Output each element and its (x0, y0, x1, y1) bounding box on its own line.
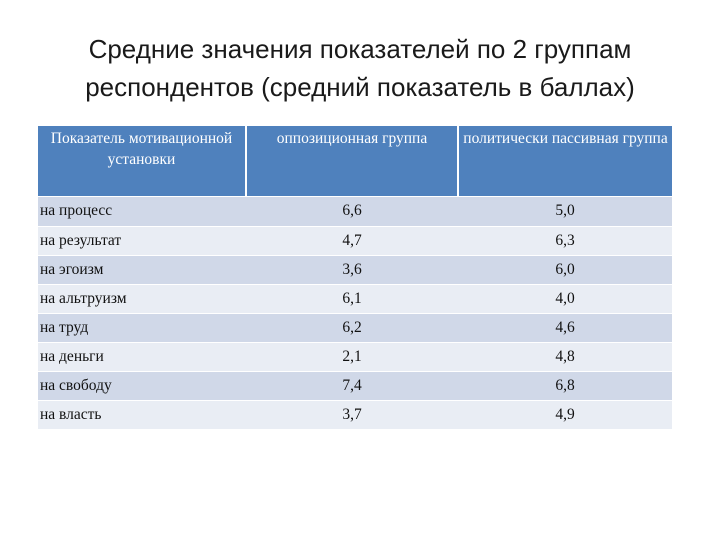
table-row: на результат 4,7 6,3 (38, 225, 672, 255)
row-label: на труд (38, 312, 246, 342)
row-label: на свободу (38, 370, 246, 400)
passive-value: 6,8 (458, 370, 672, 400)
passive-value: 4,0 (458, 283, 672, 313)
title-line-1: Средние значения показателей по 2 группа… (88, 34, 632, 64)
opposition-value: 6,1 (246, 283, 458, 313)
table-row: на власть 3,7 4,9 (38, 399, 672, 429)
table-row: на процесс 6,6 5,0 (38, 195, 672, 226)
passive-value: 5,0 (458, 195, 672, 226)
header-indicator-text: Показатель мотивационной установки (50, 130, 233, 168)
table-row: на труд 6,2 4,6 (38, 312, 672, 342)
row-label: на альтруизм (38, 283, 246, 313)
opposition-value: 6,2 (246, 312, 458, 342)
table-row: на свободу 7,4 6,8 (38, 370, 672, 400)
table-row: на альтруизм 6,1 4,0 (38, 283, 672, 313)
header-passive-text: политически пассивная группа (463, 130, 668, 147)
opposition-value: 4,7 (246, 225, 458, 255)
row-label: на результат (38, 225, 246, 255)
opposition-value: 6,6 (246, 195, 458, 226)
slide-title: Средние значения показателей по 2 группа… (20, 30, 700, 106)
row-label: на процесс (38, 195, 246, 226)
table-body: на процесс 6,6 5,0 на результат 4,7 6,3 на эго… (38, 195, 672, 429)
header-indicator: Показатель мотивационной установки (38, 126, 247, 196)
opposition-value: 2,1 (246, 341, 458, 371)
opposition-value: 3,7 (246, 399, 458, 429)
row-label: на деньги (38, 341, 246, 371)
data-table: Показатель мотивационной установки оппоз… (38, 126, 672, 429)
row-label: на эгоизм (38, 254, 246, 284)
header-opposition-text: оппозиционная группа (276, 130, 428, 147)
header-passive: политически пассивная группа (458, 126, 672, 196)
table-row: на деньги 2,1 4,8 (38, 341, 672, 371)
passive-value: 4,9 (458, 399, 672, 429)
passive-value: 6,3 (458, 225, 672, 255)
passive-value: 4,6 (458, 312, 672, 342)
header-opposition: оппозиционная группа (246, 126, 459, 196)
table-row: на эгоизм 3,6 6,0 (38, 254, 672, 284)
row-label: на власть (38, 399, 246, 429)
table-header-row: Показатель мотивационной установки оппоз… (38, 126, 672, 196)
passive-value: 4,8 (458, 341, 672, 371)
opposition-value: 7,4 (246, 370, 458, 400)
passive-value: 6,0 (458, 254, 672, 284)
opposition-value: 3,6 (246, 254, 458, 284)
title-line-2: респондентов (средний показатель в балла… (85, 72, 635, 102)
